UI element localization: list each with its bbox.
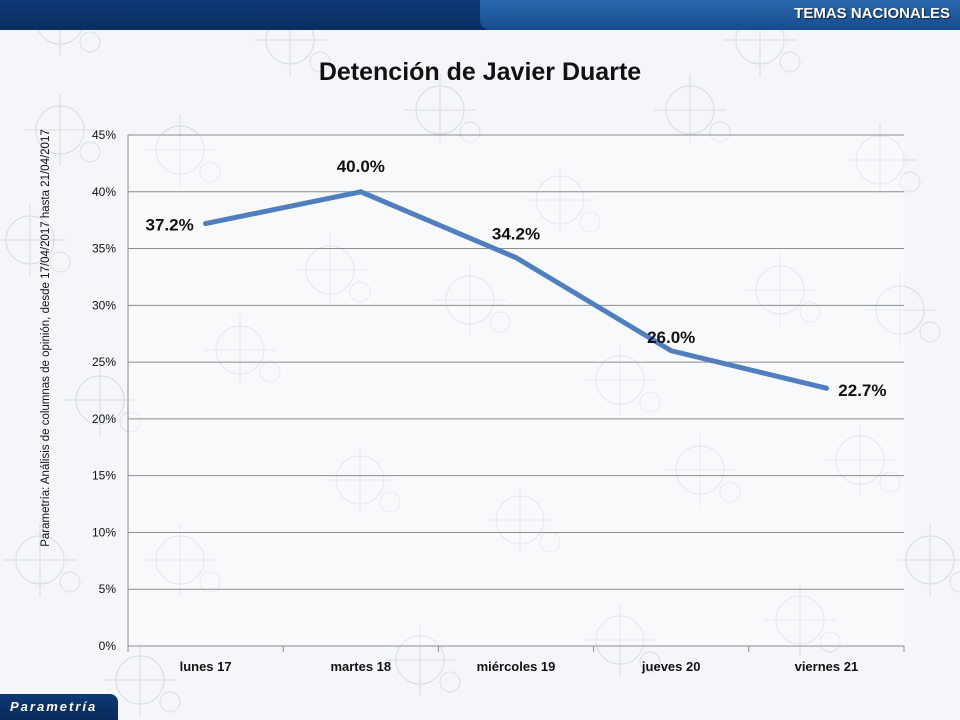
watermark-motif — [824, 424, 901, 496]
y-tick-label: 15% — [92, 469, 116, 483]
watermark-motif — [104, 644, 181, 716]
data-label: 22.7% — [838, 381, 886, 400]
y-tick-label: 25% — [92, 355, 116, 369]
section-tab: TEMAS NACIONALES — [480, 0, 960, 30]
watermark-motif — [4, 524, 81, 596]
y-tick-label: 0% — [99, 639, 117, 653]
x-tick-label: viernes 21 — [795, 659, 859, 674]
data-point — [358, 189, 364, 195]
parametria-logo: Parametría — [0, 694, 118, 720]
plot-area — [128, 135, 904, 646]
watermark-motif — [0, 204, 71, 276]
y-tick-label: 20% — [92, 412, 116, 426]
watermark-motif — [584, 344, 661, 416]
y-tick-label: 45% — [92, 128, 116, 142]
watermark-motif — [324, 444, 401, 516]
x-tick-label: lunes 17 — [180, 659, 232, 674]
data-label: 26.0% — [647, 328, 695, 347]
watermark-motif — [144, 524, 221, 596]
watermark-motif — [434, 264, 511, 336]
watermark-motif — [524, 164, 601, 236]
y-tick-label: 10% — [92, 525, 116, 539]
logo-text: Parametría — [10, 699, 98, 714]
data-point — [823, 385, 829, 391]
data-label: 37.2% — [145, 216, 193, 235]
data-label: 40.0% — [337, 157, 385, 176]
watermark-motif — [294, 234, 371, 306]
watermark-motif — [844, 124, 921, 196]
y-tick-label: 40% — [92, 185, 116, 199]
chart-title: Detención de Javier Duarte — [318, 58, 642, 86]
watermark-motif — [24, 94, 101, 166]
watermark-motif — [144, 114, 221, 186]
watermark-motif — [404, 74, 481, 146]
watermark-motif — [764, 584, 841, 656]
watermark-motif — [744, 254, 821, 326]
x-tick-label: jueves 20 — [641, 659, 701, 674]
watermark-motif — [664, 434, 741, 506]
y-tick-label: 30% — [92, 298, 116, 312]
watermark-motif — [584, 604, 661, 676]
watermark-motif — [654, 74, 731, 146]
section-label: TEMAS NACIONALES — [794, 5, 950, 22]
data-point — [668, 348, 674, 354]
x-tick-label: miércoles 19 — [477, 659, 556, 674]
y-tick-label: 35% — [92, 242, 116, 256]
watermark-motif — [384, 624, 461, 696]
watermark-motif — [864, 274, 941, 346]
data-point — [203, 221, 209, 227]
data-label: 34.2% — [492, 225, 540, 244]
watermark-motif — [204, 314, 281, 386]
y-tick-label: 5% — [99, 582, 117, 596]
data-point — [513, 255, 519, 261]
x-tick-label: martes 18 — [330, 659, 391, 674]
watermark-motif — [894, 524, 960, 596]
watermark-motif — [64, 364, 141, 436]
